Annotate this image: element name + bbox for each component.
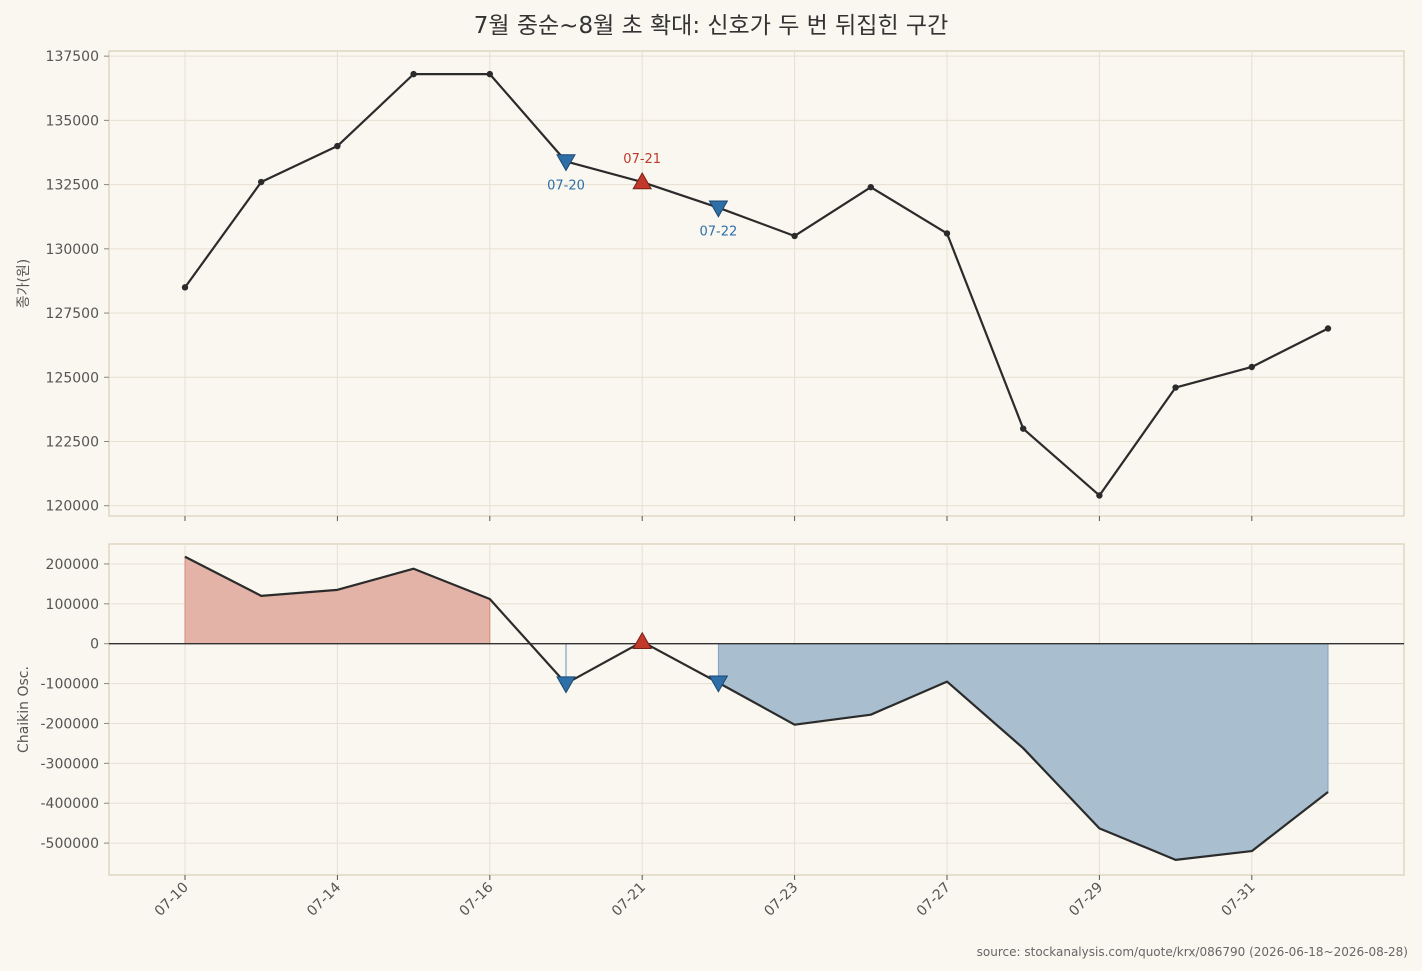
- price-point-07-13: [258, 178, 265, 186]
- price-ytick-label: 120000: [46, 499, 99, 515]
- price-point-08-03: [1324, 325, 1332, 332]
- osc-ytick-label: -400000: [41, 796, 100, 812]
- xtick-label-07-31: 07-31: [1219, 880, 1259, 920]
- xtick-label-07-27: 07-27: [914, 880, 954, 920]
- price-point-07-24: [867, 183, 874, 191]
- price-point-07-29: [1096, 492, 1103, 499]
- osc-ytick-label: -500000: [41, 836, 100, 852]
- xtick-label-07-16: 07-16: [457, 879, 497, 919]
- osc-ytick-label: 100000: [46, 597, 99, 613]
- price-sell-label-07-20: 07-20: [547, 178, 585, 193]
- price-buy-marker-07-21: [632, 172, 653, 190]
- chart-title: 7월 중순~8월 초 확대: 신호가 두 번 뒤집힌 구간: [473, 13, 949, 39]
- xtick-label-07-21: 07-21: [609, 880, 649, 920]
- price-sell-marker-07-22: [708, 200, 729, 218]
- price-panel-frame: [108, 50, 1405, 517]
- price-series-line: [184, 73, 1329, 497]
- osc-ytick-label: 200000: [46, 557, 99, 573]
- price-point-07-31: [1248, 363, 1256, 371]
- osc-sell-marker-07-20: [556, 676, 576, 694]
- xtick-label-07-10: 07-10: [152, 880, 192, 920]
- price-ytick-label: 132500: [46, 178, 99, 194]
- price-point-07-28: [1020, 425, 1027, 432]
- price-point-07-15: [410, 70, 417, 78]
- price-ytick-label: 125000: [46, 370, 99, 386]
- price-ytick-label: 122500: [46, 434, 99, 450]
- price-ytick-label: 135000: [46, 113, 99, 129]
- source-note: source: stockanalysis.com/quote/krx/0867…: [976, 945, 1408, 959]
- price-point-07-14: [334, 142, 341, 150]
- osc-ylabel: Chaikin Osc.: [16, 666, 32, 753]
- price-ytick-label: 130000: [46, 242, 99, 258]
- price-ytick-label: 137500: [46, 49, 99, 65]
- price-point-07-27: [943, 230, 951, 237]
- xtick-label-07-14: 07-14: [304, 879, 344, 919]
- price-buy-label-07-21: 07-21: [623, 152, 661, 167]
- price-sell-marker-07-20: [556, 154, 576, 172]
- osc-sell-marker-07-22: [708, 675, 729, 693]
- price-sell-label-07-22: 07-22: [700, 225, 738, 240]
- price-point-07-23: [791, 232, 798, 240]
- osc-ytick-label: 0: [90, 637, 99, 653]
- price-point-07-10: [181, 284, 189, 291]
- price-ytick-label: 127500: [46, 306, 99, 322]
- price-point-07-30: [1172, 384, 1179, 391]
- osc-series-line: [184, 555, 1329, 861]
- price-point-07-16: [486, 70, 493, 78]
- xtick-label-07-29: 07-29: [1066, 880, 1106, 920]
- osc-ytick-label: -200000: [41, 716, 100, 732]
- xtick-label-07-23: 07-23: [761, 880, 801, 920]
- osc-ytick-label: -300000: [41, 756, 100, 772]
- price-ylabel: 종가(원): [16, 259, 32, 309]
- osc-buy-marker-07-21: [632, 631, 653, 649]
- osc-ytick-label: -100000: [41, 677, 100, 693]
